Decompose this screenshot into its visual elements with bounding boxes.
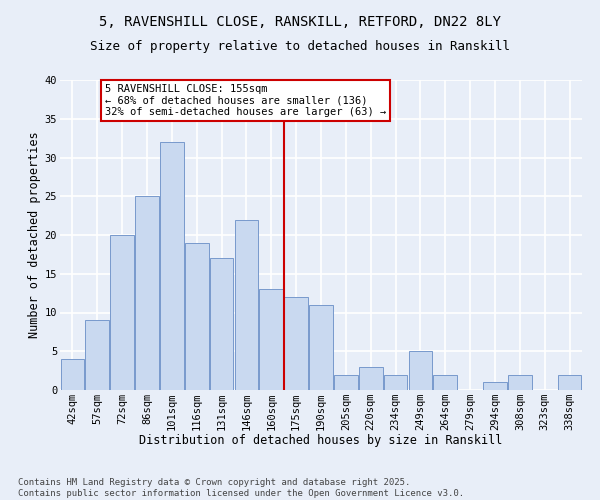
Text: Size of property relative to detached houses in Ranskill: Size of property relative to detached ho…	[90, 40, 510, 53]
X-axis label: Distribution of detached houses by size in Ranskill: Distribution of detached houses by size …	[139, 434, 503, 448]
Bar	[210, 258, 233, 390]
Bar	[185, 243, 209, 390]
Text: Contains HM Land Registry data © Crown copyright and database right 2025.
Contai: Contains HM Land Registry data © Crown c…	[18, 478, 464, 498]
Bar	[85, 320, 109, 390]
Bar	[160, 142, 184, 390]
Bar	[483, 382, 507, 390]
Text: 5 RAVENSHILL CLOSE: 155sqm
← 68% of detached houses are smaller (136)
32% of sem: 5 RAVENSHILL CLOSE: 155sqm ← 68% of deta…	[105, 84, 386, 117]
Bar	[384, 374, 407, 390]
Bar	[259, 289, 283, 390]
Bar	[334, 374, 358, 390]
Y-axis label: Number of detached properties: Number of detached properties	[28, 132, 41, 338]
Bar	[61, 359, 84, 390]
Bar	[284, 297, 308, 390]
Bar	[235, 220, 258, 390]
Bar	[433, 374, 457, 390]
Text: 5, RAVENSHILL CLOSE, RANSKILL, RETFORD, DN22 8LY: 5, RAVENSHILL CLOSE, RANSKILL, RETFORD, …	[99, 15, 501, 29]
Bar	[409, 351, 432, 390]
Bar	[508, 374, 532, 390]
Bar	[110, 235, 134, 390]
Bar	[359, 367, 383, 390]
Bar	[558, 374, 581, 390]
Bar	[135, 196, 159, 390]
Bar	[309, 304, 333, 390]
